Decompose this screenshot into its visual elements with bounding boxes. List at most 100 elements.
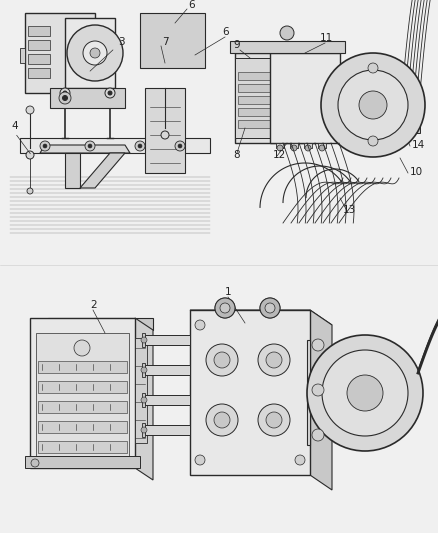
Text: 8: 8	[233, 150, 239, 160]
Polygon shape	[38, 421, 127, 433]
Circle shape	[43, 144, 47, 148]
Circle shape	[367, 136, 377, 146]
Polygon shape	[237, 84, 272, 92]
Circle shape	[358, 91, 386, 119]
Polygon shape	[309, 310, 331, 490]
Circle shape	[213, 412, 230, 428]
Circle shape	[135, 141, 145, 151]
Circle shape	[290, 145, 297, 151]
Circle shape	[141, 337, 147, 343]
Circle shape	[337, 70, 407, 140]
Circle shape	[311, 429, 323, 441]
Circle shape	[161, 131, 169, 139]
Polygon shape	[38, 381, 127, 393]
Circle shape	[294, 455, 304, 465]
Circle shape	[265, 303, 274, 313]
Text: 13: 13	[342, 205, 356, 215]
Circle shape	[138, 144, 141, 148]
Polygon shape	[269, 53, 339, 143]
Text: 11: 11	[319, 33, 332, 43]
Circle shape	[215, 298, 234, 318]
Circle shape	[258, 344, 290, 376]
Polygon shape	[230, 41, 344, 53]
Circle shape	[40, 141, 50, 151]
Polygon shape	[190, 310, 309, 475]
Polygon shape	[317, 143, 325, 148]
Circle shape	[219, 303, 230, 313]
Polygon shape	[20, 48, 25, 63]
Polygon shape	[290, 143, 297, 148]
Circle shape	[194, 455, 205, 465]
Polygon shape	[190, 310, 331, 325]
Circle shape	[108, 91, 112, 95]
Polygon shape	[38, 441, 127, 453]
Polygon shape	[80, 153, 125, 188]
Circle shape	[141, 427, 147, 433]
Circle shape	[26, 106, 34, 114]
Circle shape	[62, 95, 67, 101]
Polygon shape	[28, 40, 50, 50]
Circle shape	[306, 335, 422, 451]
Polygon shape	[25, 456, 140, 468]
Text: 10: 10	[409, 167, 422, 177]
Circle shape	[177, 144, 182, 148]
Circle shape	[318, 145, 324, 151]
Polygon shape	[28, 26, 50, 36]
Circle shape	[321, 350, 407, 436]
Polygon shape	[141, 393, 145, 407]
Polygon shape	[135, 338, 147, 443]
Circle shape	[63, 91, 67, 95]
Polygon shape	[145, 335, 190, 345]
Polygon shape	[25, 13, 95, 93]
Circle shape	[205, 344, 237, 376]
Polygon shape	[276, 143, 283, 148]
Polygon shape	[141, 423, 145, 437]
Circle shape	[259, 298, 279, 318]
Circle shape	[141, 397, 147, 403]
Circle shape	[26, 151, 34, 159]
Circle shape	[304, 145, 310, 151]
Text: 7: 7	[162, 37, 168, 47]
Text: 6: 6	[187, 0, 194, 10]
Polygon shape	[234, 58, 274, 138]
Polygon shape	[38, 401, 127, 413]
Polygon shape	[303, 143, 311, 148]
Circle shape	[265, 412, 281, 428]
Circle shape	[258, 404, 290, 436]
Circle shape	[175, 141, 184, 151]
Circle shape	[265, 352, 281, 368]
Circle shape	[27, 188, 33, 194]
Circle shape	[90, 48, 100, 58]
Circle shape	[276, 145, 283, 151]
Polygon shape	[234, 53, 314, 143]
Polygon shape	[140, 13, 205, 68]
Text: 14: 14	[411, 140, 424, 150]
Polygon shape	[28, 68, 50, 78]
Polygon shape	[237, 72, 272, 80]
Polygon shape	[30, 318, 135, 468]
Polygon shape	[145, 88, 184, 173]
Polygon shape	[38, 361, 127, 373]
Polygon shape	[135, 318, 153, 480]
Polygon shape	[237, 108, 272, 116]
Text: 1: 1	[225, 287, 231, 297]
Polygon shape	[306, 340, 309, 445]
Circle shape	[31, 459, 39, 467]
Circle shape	[194, 320, 205, 330]
Circle shape	[259, 298, 279, 318]
Circle shape	[85, 141, 95, 151]
Polygon shape	[141, 333, 145, 347]
Polygon shape	[20, 138, 209, 153]
Circle shape	[219, 303, 230, 313]
Circle shape	[205, 404, 237, 436]
Circle shape	[213, 352, 230, 368]
Polygon shape	[145, 365, 190, 375]
Circle shape	[320, 53, 424, 157]
Polygon shape	[141, 363, 145, 377]
Polygon shape	[237, 96, 272, 104]
Text: 3: 3	[118, 37, 124, 47]
Polygon shape	[40, 145, 130, 153]
Text: 4: 4	[11, 121, 18, 131]
Circle shape	[60, 88, 70, 98]
Polygon shape	[50, 88, 125, 108]
